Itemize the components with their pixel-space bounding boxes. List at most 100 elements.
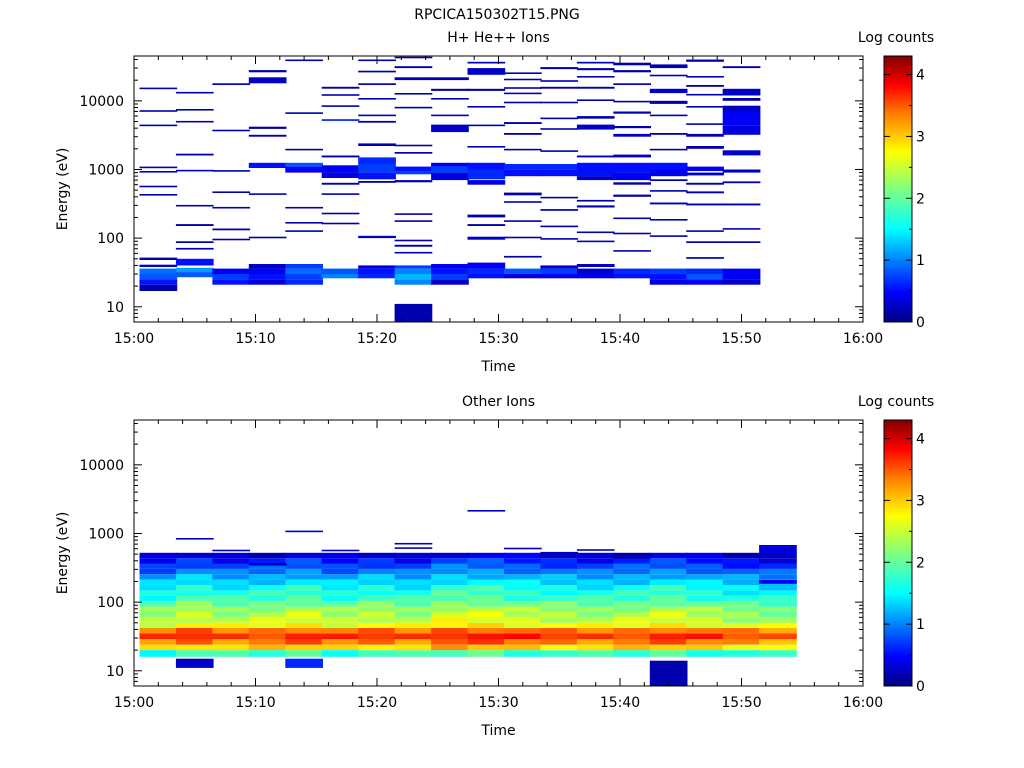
- heat-cell: [576, 563, 615, 569]
- heat-cell: [504, 164, 542, 170]
- heat-cell: [686, 558, 724, 564]
- heat-cell: [212, 206, 251, 209]
- heat-cell: [467, 568, 506, 575]
- heat-cell: [212, 170, 251, 172]
- heat-cell: [175, 658, 214, 668]
- heat-cell: [394, 268, 433, 274]
- heat-cell: [175, 169, 214, 172]
- heat-cell: [175, 590, 214, 596]
- heat-cell: [540, 67, 579, 70]
- heat-cell: [139, 611, 178, 618]
- heat-cell: [321, 611, 360, 618]
- heat-cell: [576, 606, 615, 612]
- y-tick-label: 1000: [88, 526, 124, 542]
- heat-cell: [175, 247, 214, 250]
- heat-cell: [248, 162, 287, 168]
- heat-cell: [504, 574, 542, 580]
- heat-cell: [394, 180, 433, 183]
- heat-cell: [431, 650, 469, 657]
- y-tick-label: 100: [97, 231, 124, 247]
- heat-cell: [540, 225, 579, 228]
- heat-cell: [467, 574, 506, 580]
- heat-cell: [722, 181, 761, 184]
- heat-cell: [759, 558, 797, 564]
- heat-cell: [722, 552, 761, 559]
- heat-cell: [686, 633, 724, 639]
- heat-cell: [175, 633, 214, 639]
- heat-cell: [722, 584, 761, 591]
- heat-cell: [321, 639, 360, 645]
- heat-cell: [212, 568, 251, 575]
- heat-cell: [613, 126, 651, 129]
- heat-cell: [431, 584, 469, 591]
- x-tick-label: 16:00: [843, 331, 883, 347]
- heat-cell: [540, 628, 579, 634]
- heat-cell: [504, 148, 542, 151]
- heat-cell: [321, 86, 360, 89]
- x-tick-label: 15:00: [114, 331, 154, 347]
- heat-cell: [722, 622, 761, 628]
- heat-cell: [431, 633, 469, 639]
- heat-cell: [394, 547, 433, 549]
- heat-cell: [686, 268, 724, 274]
- heat-cell: [504, 644, 542, 651]
- heat-cell: [613, 217, 651, 220]
- heat-cell: [175, 272, 214, 278]
- x-tick-label: 15:30: [478, 331, 518, 347]
- heat-cell: [248, 601, 287, 607]
- heat-cell: [686, 579, 724, 585]
- colorbar-tick-label: 2: [916, 191, 925, 207]
- heat-cell: [394, 66, 433, 69]
- heat-cell: [540, 606, 579, 612]
- heat-cell: [649, 579, 688, 585]
- heat-cell: [175, 628, 214, 634]
- heat-cell: [175, 617, 214, 623]
- heat-cell: [467, 611, 506, 618]
- heat-cell: [248, 134, 287, 137]
- heat-cell: [576, 76, 615, 78]
- heat-cell: [540, 551, 579, 554]
- heat-cell: [649, 622, 688, 628]
- heat-cell: [139, 552, 178, 559]
- heat-cell: [759, 606, 797, 612]
- heat-cell: [576, 584, 615, 591]
- heat-cell: [285, 558, 323, 564]
- heat-cell: [431, 606, 469, 612]
- heat-cell: [722, 644, 761, 651]
- heat-cell: [212, 268, 251, 274]
- heat-cell: [394, 650, 433, 657]
- heat-cell: [175, 241, 214, 243]
- heat-cell: [540, 238, 579, 240]
- heat-cell: [540, 128, 579, 130]
- colorbar-tick-label: 0: [916, 679, 925, 695]
- heat-cell: [467, 214, 506, 218]
- heat-cell: [248, 236, 287, 239]
- heat-cell: [175, 606, 214, 612]
- heat-cell: [540, 117, 579, 120]
- y-tick-label: 100: [97, 595, 124, 611]
- heat-cell: [613, 650, 651, 657]
- heat-cell: [467, 639, 506, 645]
- heat-cell: [285, 230, 323, 232]
- heat-cell: [722, 606, 761, 612]
- heat-cell: [139, 590, 178, 596]
- heat-cell: [649, 64, 688, 69]
- heat-cell: [248, 568, 287, 575]
- heat-cell: [540, 568, 579, 575]
- heat-cell: [540, 169, 579, 177]
- heat-cell: [722, 105, 761, 112]
- heat-cell: [722, 558, 761, 564]
- heat-cell: [467, 644, 506, 651]
- heat-cell: [431, 162, 469, 167]
- heat-cell: [686, 85, 724, 87]
- heat-cell: [431, 172, 469, 181]
- colorbar: [883, 55, 913, 323]
- heat-cell: [139, 274, 178, 280]
- heat-cell: [504, 274, 542, 279]
- heat-cell: [394, 274, 433, 280]
- heat-cell: [613, 579, 651, 585]
- heat-cell: [358, 606, 396, 612]
- heat-cell: [504, 579, 542, 585]
